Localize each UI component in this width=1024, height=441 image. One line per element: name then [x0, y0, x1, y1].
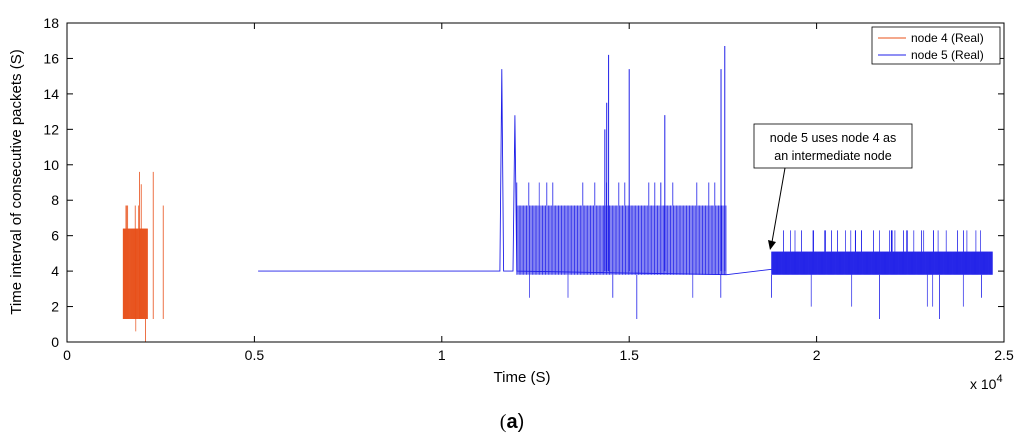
node5-spikes-2	[771, 230, 982, 319]
figure-caption: (a)	[500, 411, 524, 433]
x-axis-multiplier-base: x 10	[970, 376, 997, 392]
node5-segment-1-band	[516, 205, 727, 275]
node5-spikes-1	[516, 182, 722, 319]
annotation-arrow-head	[768, 240, 776, 250]
node5-segment-2-oscillation	[771, 230, 993, 307]
annotation-arrow-line	[771, 167, 786, 243]
y-tick-label: 16	[43, 50, 59, 66]
plot-area	[67, 23, 1004, 342]
x-tick-label: 0.5	[245, 347, 265, 363]
annotation-line-2: an intermediate node	[774, 149, 891, 163]
x-axis-title: Time (S)	[494, 369, 551, 386]
y-tick-label: 8	[51, 192, 59, 208]
x-tick-label: 1.5	[619, 347, 639, 363]
node5-segment-1-oscillation	[516, 182, 726, 298]
legend-label-node4: node 4 (Real)	[911, 31, 984, 45]
data-layer	[122, 46, 993, 342]
x-tick-label: 0	[63, 347, 71, 363]
annotation-box	[753, 123, 913, 169]
x-tick-label: 1	[438, 347, 446, 363]
legend-label-node5: node 5 (Real)	[911, 48, 984, 62]
y-tick-label: 14	[43, 86, 59, 102]
y-axis-title: Time interval of consecutive packets (S)	[8, 49, 25, 314]
x-tick-label: 2	[813, 347, 821, 363]
y-tick-label: 10	[43, 157, 59, 173]
x-tick-label: 2.5	[994, 347, 1014, 363]
y-tick-label: 6	[51, 228, 59, 244]
plot-frame	[66, 22, 1005, 343]
y-tick-label: 12	[43, 121, 59, 137]
x-axis-multiplier: x 104	[970, 373, 1003, 392]
x-axis-multiplier-exponent: 4	[996, 373, 1002, 385]
figure-caption-letter: a	[506, 411, 518, 433]
annotation-line-1: node 5 uses node 4 as	[770, 131, 897, 145]
y-tick-label: 18	[43, 15, 59, 31]
legend: node 4 (Real) node 5 (Real)	[871, 26, 1001, 65]
y-tick-label: 4	[51, 263, 59, 279]
ticks-layer: 0 0.5 1 1.5 2 2.5 0 2 4 6 8 10 12 14 16 18	[43, 15, 1014, 363]
annotation: node 5 uses node 4 as an intermediate no…	[753, 123, 913, 250]
legend-box	[871, 26, 1001, 65]
y-tick-label: 2	[51, 299, 59, 315]
y-tick-label: 0	[51, 334, 59, 350]
